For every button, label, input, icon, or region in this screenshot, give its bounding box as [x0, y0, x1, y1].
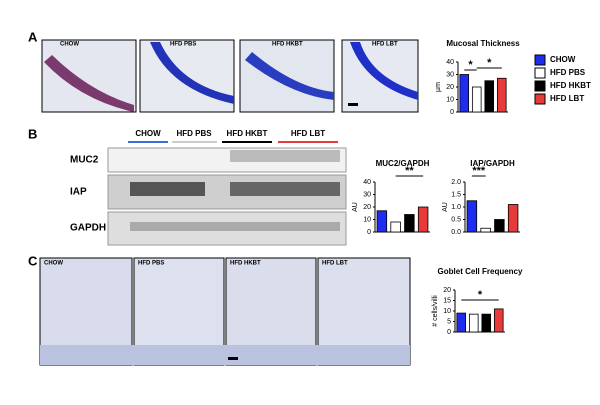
legend-label: HFD PBS — [550, 68, 586, 77]
y-tick-label: 0.0 — [451, 229, 461, 236]
tissue — [40, 345, 410, 365]
annotation: ** — [405, 165, 414, 177]
group-label: HFD HKBT — [227, 129, 268, 138]
y-tick-label: 0 — [450, 109, 454, 116]
y-tick-label: 40 — [446, 59, 454, 66]
tissue — [150, 42, 234, 104]
y-tick-label: 0 — [447, 329, 451, 336]
annotation: *** — [472, 165, 486, 177]
y-tick-label: 10 — [363, 216, 371, 223]
image-label: HFD PBS — [170, 42, 196, 48]
legend-swatch — [534, 93, 546, 105]
y-tick-label: 10 — [443, 308, 451, 315]
blots — [107, 141, 347, 246]
group-label: HFD LBT — [291, 129, 325, 138]
image-label: HFD HKBT — [230, 261, 261, 267]
row-label: GAPDH — [70, 223, 106, 234]
image-label: HFD LBT — [322, 261, 348, 267]
y-tick-label: 10 — [446, 96, 454, 103]
bar — [404, 214, 415, 233]
scale-bar — [348, 103, 358, 106]
group-line — [172, 141, 217, 143]
band — [130, 182, 205, 196]
image-label: HFD PBS — [138, 261, 164, 267]
group-label: CHOW — [135, 129, 161, 138]
y-tick-label: 0 — [367, 229, 371, 236]
bar — [480, 227, 491, 233]
y-tick-label: 1.0 — [451, 204, 461, 211]
bar — [468, 313, 479, 333]
y-tick-label: 0.5 — [451, 216, 461, 223]
y-tick-label: 5 — [447, 318, 451, 325]
bar — [471, 86, 482, 113]
image — [239, 39, 335, 113]
panel-letter: A — [28, 29, 38, 44]
tissue — [245, 52, 334, 100]
bar — [494, 219, 505, 233]
legend-label: HFD LBT — [550, 94, 584, 103]
y-axis-label: AU — [352, 202, 359, 212]
panel-c-images — [39, 257, 411, 366]
chart-title: Goblet Cell Frequency — [438, 267, 523, 276]
y-axis-label: # cells/villi — [432, 295, 439, 327]
bar — [459, 74, 470, 113]
legend-swatch — [534, 54, 546, 66]
group-line — [128, 141, 168, 143]
legend-label: CHOW — [550, 55, 576, 64]
row-label: MUC2 — [70, 155, 99, 166]
y-tick-label: 40 — [363, 179, 371, 186]
band — [230, 150, 340, 162]
y-axis-label: AU — [442, 202, 449, 212]
y-axis-label: µm — [435, 82, 442, 92]
annotation: * — [478, 289, 483, 301]
annotation: * — [487, 57, 492, 69]
image-label: CHOW — [44, 261, 63, 267]
group-line — [278, 141, 338, 143]
chart-title: MUC2/GAPDH — [376, 159, 430, 168]
tissue — [44, 55, 134, 112]
bar — [484, 80, 495, 113]
tissue — [350, 42, 418, 100]
y-tick-label: 30 — [446, 71, 454, 78]
y-tick-label: 15 — [443, 297, 451, 304]
bar — [507, 204, 519, 233]
annotation: * — [468, 59, 473, 71]
chart-title: Mucosal Thickness — [446, 39, 520, 48]
image-label: HFD HKBT — [272, 42, 303, 48]
chart-title: IAP/GAPDH — [470, 159, 515, 168]
bar — [493, 308, 504, 333]
y-tick-label: 20 — [443, 287, 451, 294]
bar — [466, 200, 478, 233]
bar — [417, 206, 429, 233]
panel-letter: B — [28, 126, 37, 141]
scale-bar — [228, 357, 238, 360]
y-tick-label: 20 — [363, 204, 371, 211]
panel-a-images — [41, 39, 419, 113]
row-label: IAP — [70, 187, 87, 198]
y-tick-label: 20 — [446, 84, 454, 91]
bar — [496, 77, 507, 113]
bar — [376, 210, 388, 233]
band — [230, 182, 340, 196]
panel-letter: C — [28, 253, 38, 268]
image — [41, 39, 137, 113]
y-tick-label: 1.5 — [451, 191, 461, 198]
bar — [390, 221, 401, 233]
y-tick-label: 2.0 — [451, 179, 461, 186]
bar — [481, 313, 492, 333]
group-label: HFD PBS — [176, 129, 212, 138]
legend-swatch — [534, 67, 546, 79]
legend-label: HFD HKBT — [550, 81, 591, 90]
legend-swatch — [534, 80, 546, 92]
y-tick-label: 30 — [363, 191, 371, 198]
band — [130, 222, 340, 231]
image-label: HFD LBT — [372, 42, 398, 48]
group-line — [222, 141, 272, 143]
bar — [456, 312, 467, 333]
image-label: CHOW — [60, 42, 79, 48]
